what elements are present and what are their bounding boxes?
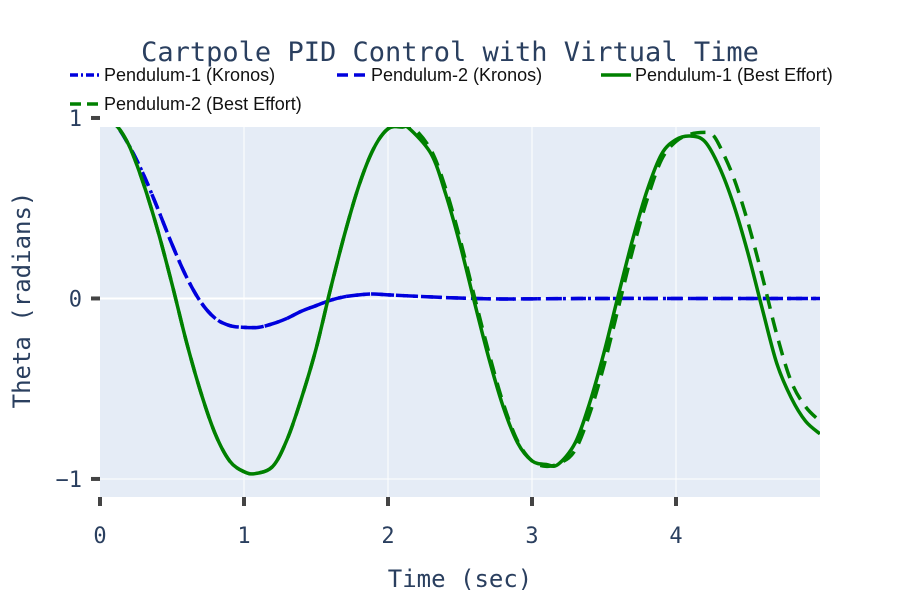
x-tick-label: 3 — [525, 524, 538, 549]
chart-title: Cartpole PID Control with Virtual Time — [141, 37, 759, 68]
x-tick-label: 4 — [669, 524, 682, 549]
x-ticks: 0 1 2 3 4 — [93, 497, 682, 549]
y-axis-title: Theta (radians) — [8, 192, 36, 409]
y-tick-label: 1 — [69, 107, 82, 132]
legend-label: Pendulum-1 (Kronos) — [104, 65, 275, 85]
legend: Pendulum-1 (Kronos) Pendulum-2 (Kronos) Pe… — [70, 65, 833, 114]
x-axis-title: Time (sec) — [388, 565, 533, 593]
y-tick-label: −1 — [56, 468, 83, 493]
y-ticks: −1 0 1 — [56, 107, 101, 493]
legend-label: Pendulum-2 (Kronos) — [371, 65, 542, 85]
y-tick-label: 0 — [69, 287, 82, 312]
x-tick-label: 2 — [381, 524, 394, 549]
legend-label: Pendulum-1 (Best Effort) — [635, 65, 833, 85]
x-tick-label: 1 — [237, 524, 250, 549]
legend-label: Pendulum-2 (Best Effort) — [104, 94, 302, 114]
x-tick-label: 0 — [93, 524, 106, 549]
